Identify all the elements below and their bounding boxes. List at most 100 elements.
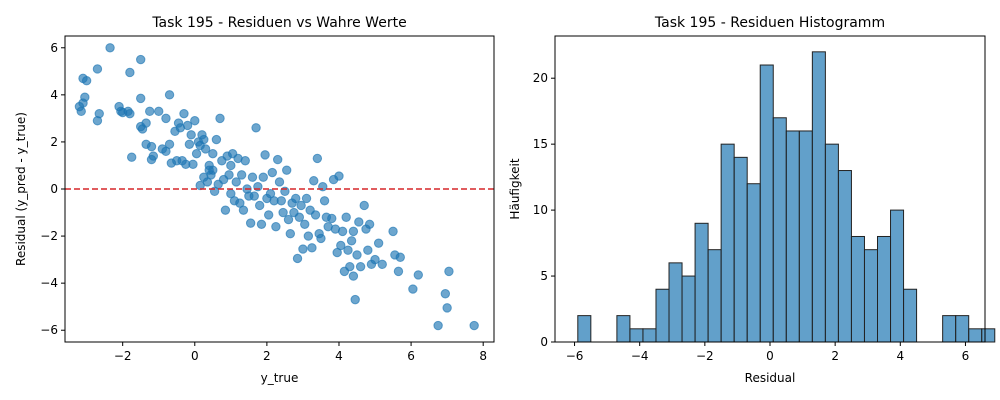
histogram-bar <box>616 315 631 343</box>
scatter-point <box>334 171 344 181</box>
scatter-point <box>184 139 195 149</box>
histogram-y-tick-label: 10 <box>533 203 548 217</box>
scatter-point <box>211 134 222 145</box>
scatter-point <box>377 259 387 270</box>
scatter-point <box>199 134 209 145</box>
scatter-point <box>388 226 398 237</box>
scatter-point <box>300 219 310 230</box>
scatter-point <box>260 150 270 160</box>
scatter-point <box>363 245 373 255</box>
scatter-point <box>350 294 360 305</box>
scatter-point <box>76 106 86 117</box>
scatter-point <box>256 219 267 230</box>
scatter-point <box>125 108 135 119</box>
scatter-point <box>336 240 346 251</box>
scatter-point <box>182 120 193 131</box>
histogram-bar <box>968 328 983 343</box>
histogram-bar <box>837 170 852 343</box>
scatter-point <box>319 196 330 206</box>
scatter-point <box>355 261 366 272</box>
scatter-y-ticks: −6 −4 −2 0 2 4 6 <box>40 41 65 337</box>
scatter-point <box>285 229 296 239</box>
scatter-point <box>220 205 231 215</box>
scatter-point <box>251 123 261 133</box>
scatter-point <box>81 76 92 86</box>
histogram-x-ticks: −6 −4 −2 0 2 4 6 <box>566 342 970 363</box>
scatter-x-ticks: −2 0 2 4 6 8 <box>114 342 487 363</box>
histogram-bar <box>811 51 826 343</box>
scatter-point <box>354 217 364 227</box>
scatter-y-tick-label: −6 <box>40 323 58 337</box>
scatter-point <box>348 226 359 237</box>
scatter-y-axis-label: Residual (y_pred - y_true) <box>14 112 28 266</box>
scatter-point <box>303 231 314 241</box>
scatter-x-tick-label: −2 <box>114 349 132 363</box>
histogram-x-tick-label: 6 <box>962 349 970 363</box>
histogram-x-tick-label: 4 <box>896 349 904 363</box>
scatter-point <box>208 165 218 175</box>
scatter-x-tick-label: 2 <box>263 349 271 363</box>
histogram-bar <box>746 183 761 343</box>
histogram-bar <box>759 64 774 343</box>
scatter-point <box>348 271 359 281</box>
scatter-point <box>292 253 303 264</box>
histogram-bar <box>798 130 813 343</box>
histogram-bar <box>642 328 657 343</box>
residuals-vs-true-panel: Task 195 - Residuen vs Wahre Werte −2 0 2 4… <box>14 15 495 385</box>
scatter-point <box>186 130 196 140</box>
scatter-point <box>231 177 241 187</box>
scatter-point <box>125 67 135 78</box>
scatter-point <box>92 116 103 126</box>
histogram-bar <box>955 315 970 343</box>
scatter-point <box>136 54 146 65</box>
scatter-point <box>141 118 151 128</box>
scatter-point <box>393 266 404 277</box>
histogram-x-tick-label: 2 <box>831 349 839 363</box>
scatter-x-axis-label: y_true <box>261 371 299 385</box>
residual-histogram-panel: Task 195 - Residuen Histogramm −6 −4 −2 0 2 4… <box>508 15 996 385</box>
scatter-point <box>105 43 115 53</box>
scatter-point <box>274 177 285 187</box>
histogram-x-tick-label: −6 <box>566 349 584 363</box>
scatter-point <box>337 226 348 237</box>
scatter-point <box>312 153 323 164</box>
scatter-point <box>154 106 164 117</box>
scatter-point <box>352 250 362 260</box>
scatter-point <box>190 116 200 126</box>
scatter-point <box>373 238 384 248</box>
scatter-point <box>276 196 287 206</box>
scatter-point <box>442 303 452 313</box>
scatter-point <box>188 159 198 169</box>
scatter-x-tick-label: 4 <box>335 349 343 363</box>
histogram-x-tick-label: −4 <box>631 349 649 363</box>
scatter-y-tick-label: 0 <box>50 182 58 196</box>
scatter-point <box>92 64 103 74</box>
histogram-title: Task 195 - Residuen Histogramm <box>654 15 885 31</box>
scatter-point <box>444 266 454 277</box>
scatter-point <box>370 254 380 265</box>
scatter-point <box>309 176 319 186</box>
scatter-point <box>413 270 423 280</box>
scatter-point <box>294 212 305 222</box>
histogram-bar <box>655 288 670 343</box>
histogram-bar <box>785 130 800 343</box>
histogram-bar <box>707 249 722 343</box>
scatter-y-tick-label: −4 <box>40 276 58 290</box>
scatter-point <box>164 139 175 149</box>
scatter-point <box>208 148 218 159</box>
scatter-point <box>298 244 308 254</box>
histogram-bar <box>890 209 905 343</box>
scatter-point <box>263 210 274 220</box>
histogram-bar <box>694 222 709 343</box>
scatter-point <box>136 93 146 104</box>
histogram-x-axis-label: Residual <box>745 371 796 385</box>
scatter-point <box>258 172 268 182</box>
scatter-point <box>247 172 258 182</box>
scatter-x-tick-label: 0 <box>191 349 199 363</box>
histogram-x-tick-label: −2 <box>696 349 714 363</box>
scatter-point <box>440 289 451 299</box>
scatter-point <box>215 113 225 124</box>
histogram-y-ticks: 0 5 10 15 20 <box>533 71 555 349</box>
histogram-bar <box>824 143 839 343</box>
